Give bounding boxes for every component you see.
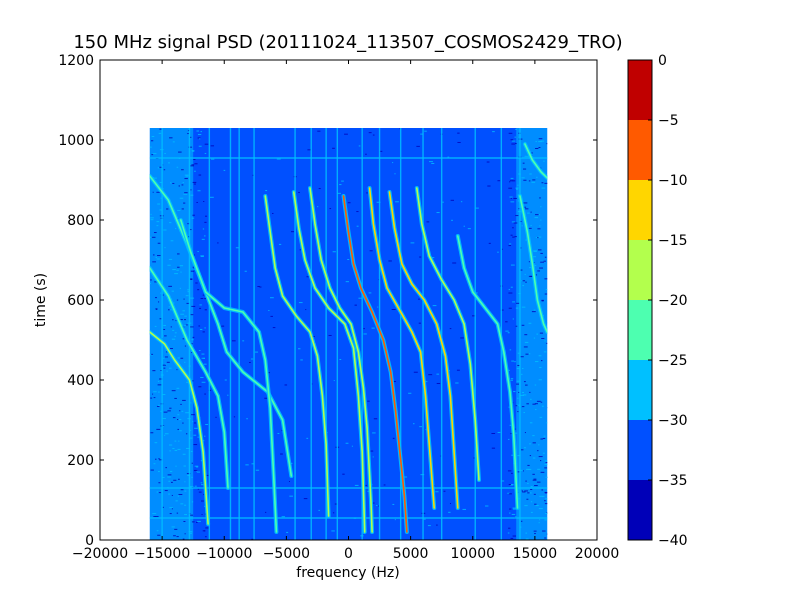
track-8 xyxy=(368,187,435,509)
y-tick-label: 600 xyxy=(67,293,94,309)
x-tick-label: −20000 xyxy=(72,546,128,562)
track-6 xyxy=(309,187,373,533)
colorbar-tick-label: 0 xyxy=(658,53,667,69)
colorbar-level-4 xyxy=(628,240,652,300)
y-tick-label: 400 xyxy=(67,373,94,389)
colorbar: 0 −5 −10 −15 −20 −25 −30 −35 −40 xyxy=(627,53,688,549)
track-7 xyxy=(342,195,408,533)
x-tick-label: −15000 xyxy=(134,546,190,562)
x-tick-label: −5000 xyxy=(263,546,310,562)
edge-band-right xyxy=(516,128,548,540)
y-tick-label: 0 xyxy=(85,533,94,549)
x-tick-label: 10000 xyxy=(450,546,495,562)
track-3 xyxy=(180,219,278,533)
y-axis: 0 200 400 600 800 1000 1200 xyxy=(58,53,597,549)
y-tick-label: 1200 xyxy=(58,53,94,69)
colorbar-tick-label: −5 xyxy=(658,113,679,129)
track-1 xyxy=(149,267,229,489)
chart-title: 150 MHz signal PSD (20111024_113507_COSM… xyxy=(73,32,622,53)
colorbar-tick-label: −35 xyxy=(658,473,688,489)
y-tick-label: 200 xyxy=(67,453,94,469)
track-12 xyxy=(524,143,548,179)
track-5 xyxy=(293,191,366,533)
x-tick-label: 0 xyxy=(344,546,353,562)
colorbar-level-5 xyxy=(628,180,652,240)
track-9 xyxy=(388,191,459,509)
colorbar-level-2 xyxy=(628,360,652,420)
colorbar-level-3 xyxy=(628,300,652,360)
colorbar-tick-label: −40 xyxy=(658,533,688,549)
spectrogram-image xyxy=(149,128,548,540)
x-tick-label: −10000 xyxy=(196,546,252,562)
y-tick-label: 1000 xyxy=(58,133,94,149)
colorbar-tick-label: −30 xyxy=(658,413,688,429)
colorbar-level-6 xyxy=(628,120,652,180)
x-tick-label: 15000 xyxy=(513,546,558,562)
track-10 xyxy=(416,187,480,481)
colorbar-tick-label: −25 xyxy=(658,353,688,369)
track-0 xyxy=(149,175,293,477)
colorbar-tick-label: −15 xyxy=(658,233,688,249)
track-13 xyxy=(519,195,548,333)
colorbar-tick-label: −20 xyxy=(658,293,688,309)
track-2 xyxy=(149,331,209,525)
y-tick-label: 800 xyxy=(67,213,94,229)
colorbar-level-7 xyxy=(628,60,652,120)
track-11 xyxy=(457,235,519,509)
y-axis-label: time (s) xyxy=(33,273,49,327)
x-axis-label: frequency (Hz) xyxy=(296,565,399,581)
x-axis: −20000 −15000 −10000 −5000 0 5000 10000 15000 20… xyxy=(72,60,619,562)
colorbar-level-1 xyxy=(628,420,652,480)
edge-band-left xyxy=(149,128,194,540)
colorbar-tick-label: −10 xyxy=(658,173,688,189)
track-4 xyxy=(264,195,330,517)
x-tick-label: 5000 xyxy=(393,546,429,562)
x-tick-label: 20000 xyxy=(575,546,620,562)
colorbar-level-0 xyxy=(628,480,652,540)
